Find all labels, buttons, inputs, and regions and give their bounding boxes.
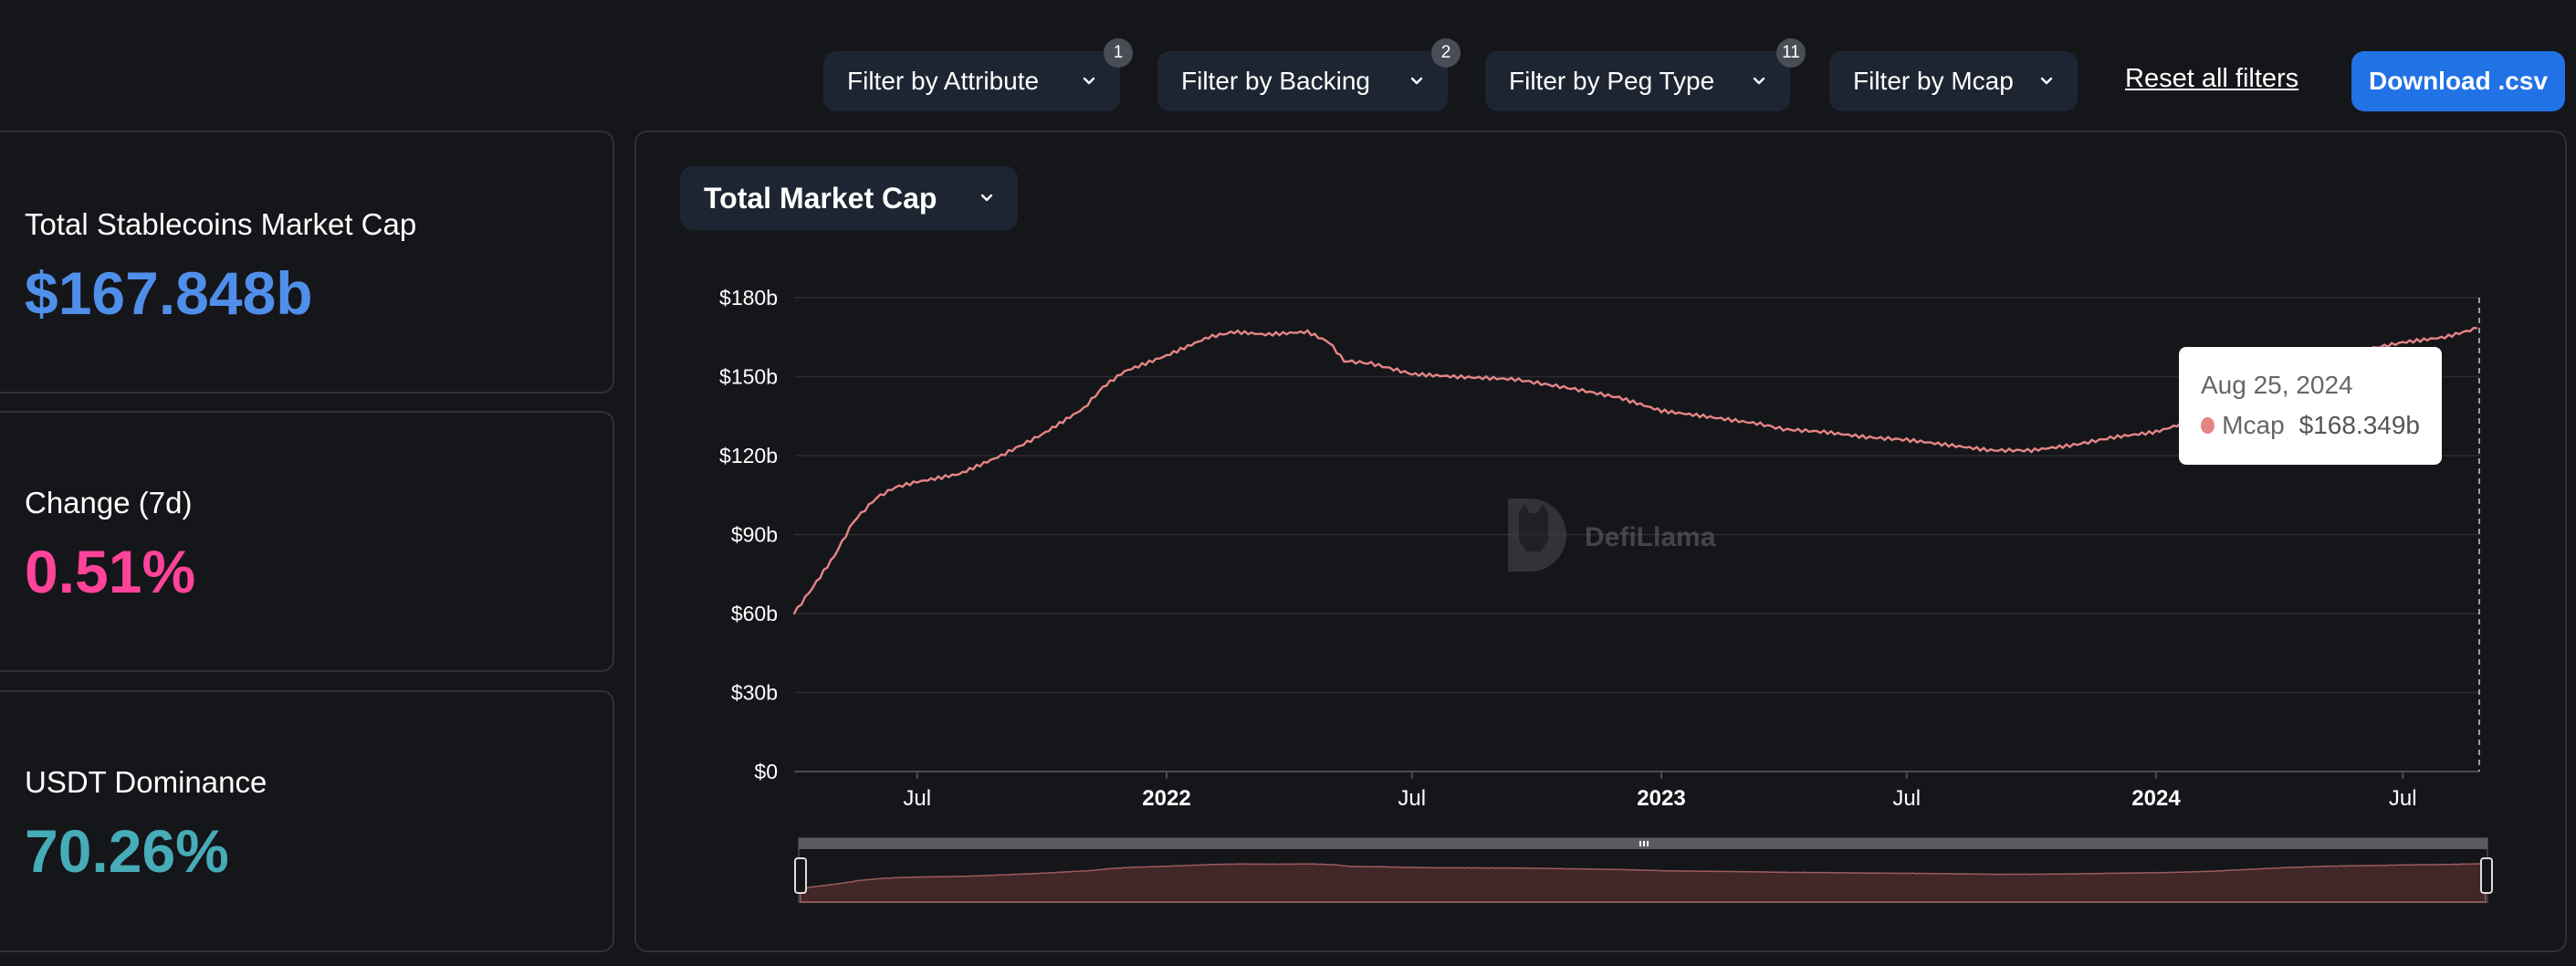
stat-card-change-7d: Change (7d) 0.51% (0, 411, 614, 672)
y-tick-label: $0 (754, 760, 778, 783)
filter-backing-dropdown[interactable]: Filter by Backing (1157, 51, 1448, 111)
slider-left-handle[interactable] (794, 857, 807, 894)
defillama-watermark: DefiLlama (1508, 499, 1716, 572)
filter-peg-type-dropdown[interactable]: Filter by Peg Type (1485, 51, 1790, 111)
stat-value: 0.51% (25, 538, 196, 605)
filter-backing-badge: 2 (1431, 38, 1461, 68)
filter-mcap-dropdown[interactable]: Filter by Mcap (1829, 51, 2078, 111)
chart-panel (634, 131, 2567, 952)
chevron-down-icon (2040, 77, 2053, 85)
chart-tooltip: Aug 25, 2024 Mcap $168.349b (2179, 347, 2442, 465)
y-tick-label: $90b (731, 523, 778, 547)
filter-peg-type-label: Filter by Peg Type (1509, 67, 1715, 95)
slider-preview-area (799, 863, 2487, 903)
y-axis: $0 $30b $60b $90b $120b $150b $180b (719, 286, 778, 783)
slider-grip-icon (1639, 841, 1641, 846)
filter-attribute-label: Filter by Attribute (847, 67, 1040, 95)
stat-card-total-mcap: Total Stablecoins Market Cap $167.848b (0, 131, 614, 394)
x-tick-label: 2022 (1142, 786, 1190, 811)
tooltip-date: Aug 25, 2024 (2201, 371, 2353, 399)
range-slider[interactable] (794, 837, 2493, 903)
x-tick-label: Jul (2389, 786, 2417, 811)
chevron-down-icon (1410, 77, 1423, 85)
chart-grid (794, 297, 2479, 772)
stat-label: Total Stablecoins Market Cap (25, 207, 417, 241)
chevron-down-icon (1083, 77, 1095, 85)
filter-attribute-dropdown[interactable]: Filter by Attribute (823, 51, 1120, 111)
x-tick-label: Jul (1398, 786, 1426, 811)
x-tick-label: 2024 (2131, 786, 2181, 811)
filter-peg-type-badge: 11 (1776, 38, 1806, 68)
stat-value: 70.26% (25, 817, 229, 885)
stat-label: Change (7d) (25, 486, 193, 520)
download-csv-button[interactable]: Download .csv (2351, 51, 2565, 111)
chart-type-dropdown[interactable]: Total Market Cap (680, 166, 1018, 230)
y-tick-label: $150b (719, 365, 778, 389)
tooltip-row: Mcap $168.349b (2201, 411, 2420, 440)
reset-filters-link[interactable]: Reset all filters (2125, 64, 2299, 93)
slider-grip-icon (1647, 841, 1649, 846)
chart-type-label: Total Market Cap (704, 181, 937, 215)
slider-right-handle[interactable] (2480, 857, 2493, 894)
slider-grip-icon (1643, 841, 1645, 846)
y-tick-label: $30b (731, 681, 778, 705)
tooltip-series: Mcap (2222, 411, 2285, 439)
stat-card-usdt-dominance: USDT Dominance 70.26% (0, 690, 614, 952)
llama-logo-icon (1508, 499, 1566, 572)
filter-backing-label: Filter by Backing (1181, 67, 1370, 95)
y-tick-label: $120b (719, 444, 778, 467)
chevron-down-icon (1753, 77, 1765, 85)
x-tick-label: 2023 (1637, 786, 1685, 811)
watermark-text: DefiLlama (1585, 522, 1716, 552)
stat-label: USDT Dominance (25, 765, 267, 799)
stat-value: $167.848b (25, 259, 313, 327)
x-axis: Jul 2022 Jul 2023 Jul 2024 Jul (903, 772, 2417, 811)
y-tick-label: $60b (731, 602, 778, 625)
filter-mcap-label: Filter by Mcap (1853, 67, 2014, 95)
x-tick-label: Jul (903, 786, 931, 811)
tooltip-value: $168.349b (2299, 411, 2420, 439)
series-color-dot (2201, 417, 2215, 434)
chevron-down-icon (980, 194, 993, 202)
filter-attribute-badge: 1 (1104, 38, 1133, 68)
x-tick-label: Jul (1892, 786, 1921, 811)
y-tick-label: $180b (719, 286, 778, 310)
